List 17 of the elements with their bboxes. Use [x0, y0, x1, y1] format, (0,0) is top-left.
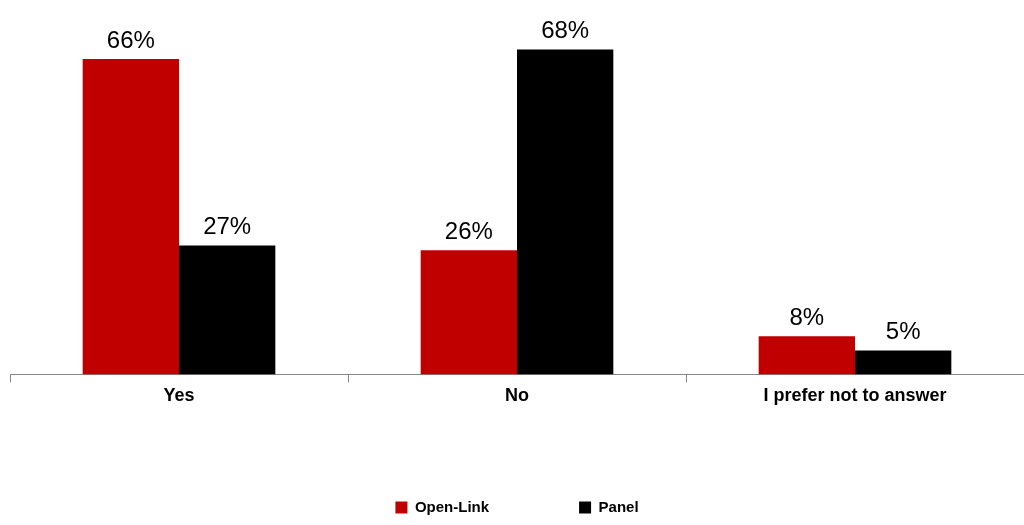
- x-tick-label: No: [505, 385, 529, 406]
- bar: [758, 336, 855, 375]
- data-label: 68%: [541, 16, 590, 44]
- bar: [855, 350, 952, 375]
- x-tick-label: Yes: [163, 385, 195, 406]
- x-tick-label: I prefer not to answer: [763, 385, 947, 406]
- data-label: 26%: [444, 216, 493, 244]
- bar: [420, 250, 517, 375]
- data-label: 66%: [106, 25, 155, 53]
- bar: [179, 245, 276, 375]
- bar: [517, 49, 614, 375]
- data-label: 8%: [789, 302, 825, 330]
- legend-label: Panel: [598, 497, 639, 515]
- data-label: 5%: [885, 317, 921, 345]
- bar: [82, 59, 179, 375]
- legend-label: Open-Link: [414, 497, 490, 515]
- data-label: 27%: [203, 212, 252, 240]
